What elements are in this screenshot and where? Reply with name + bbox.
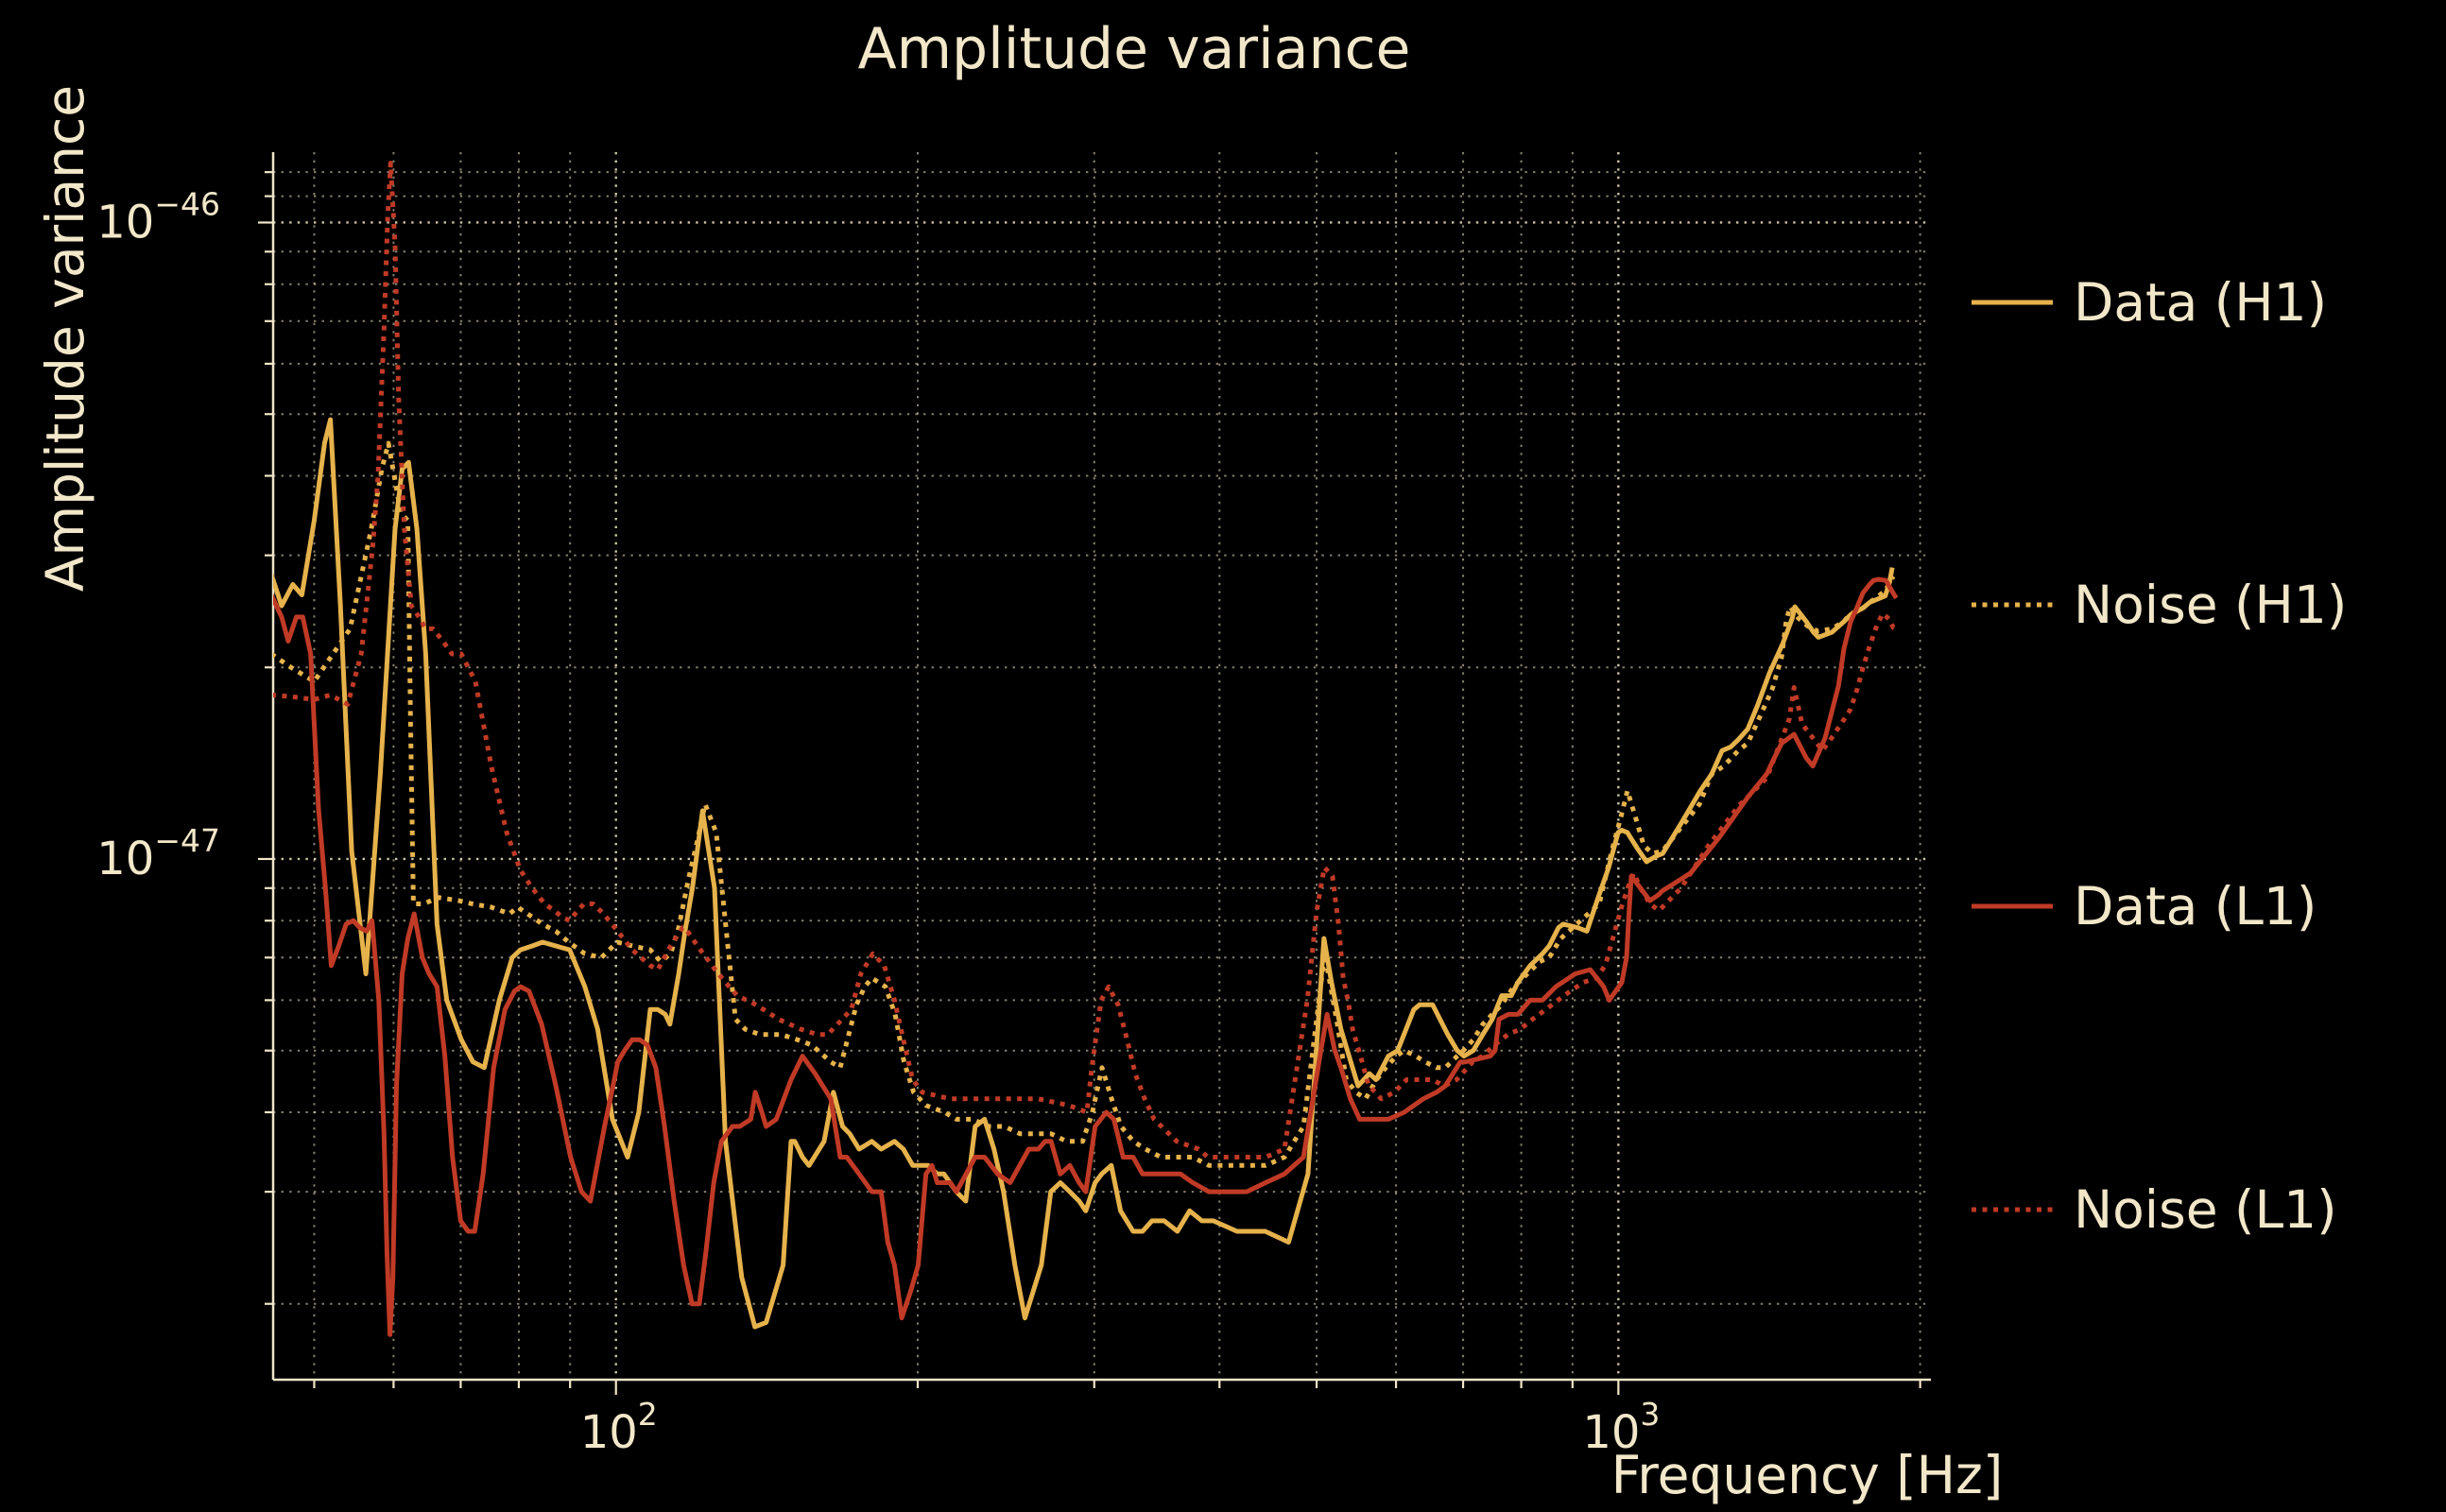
legend-label-noise-h1: Noise (H1) <box>2074 575 2347 635</box>
x-tick-label: 103 <box>1582 1396 1660 1459</box>
series-line-noise-h1 <box>273 440 1896 1168</box>
legend-label-data-h1: Data (H1) <box>2074 272 2327 333</box>
y-axis-label: Amplitude variance <box>35 85 95 592</box>
x-axis-label: Frequency [Hz] <box>1611 1445 2004 1505</box>
data-series-lines <box>273 161 1899 1337</box>
axis-ticks <box>258 171 1921 1395</box>
gridlines <box>273 152 1931 1380</box>
legend-label-data-l1: Data (L1) <box>2074 876 2317 936</box>
legend: Data (H1) Noise (H1) Data (L1) Noise (L1… <box>1972 272 2347 1240</box>
legend-item-noise-l1[interactable]: Noise (L1) <box>1972 1179 2337 1240</box>
x-tick-label: 102 <box>580 1396 658 1459</box>
legend-item-data-h1[interactable]: Data (H1) <box>1972 272 2327 333</box>
legend-item-data-l1[interactable]: Data (L1) <box>1972 876 2317 936</box>
legend-item-noise-h1[interactable]: Noise (H1) <box>1972 575 2347 635</box>
legend-label-noise-l1: Noise (L1) <box>2074 1179 2337 1240</box>
series-line-noise-l1 <box>273 161 1898 1160</box>
axes-spines <box>271 152 1931 1382</box>
series-line-data-h1 <box>273 417 1895 1330</box>
series-line-data-l1 <box>273 576 1899 1337</box>
chart-title: Amplitude variance <box>858 16 1411 82</box>
axis-tick-labels: 102 103 10−46 10−47 <box>96 185 1660 1459</box>
y-tick-label: 10−47 <box>96 822 220 885</box>
y-tick-label: 10−46 <box>96 185 220 249</box>
